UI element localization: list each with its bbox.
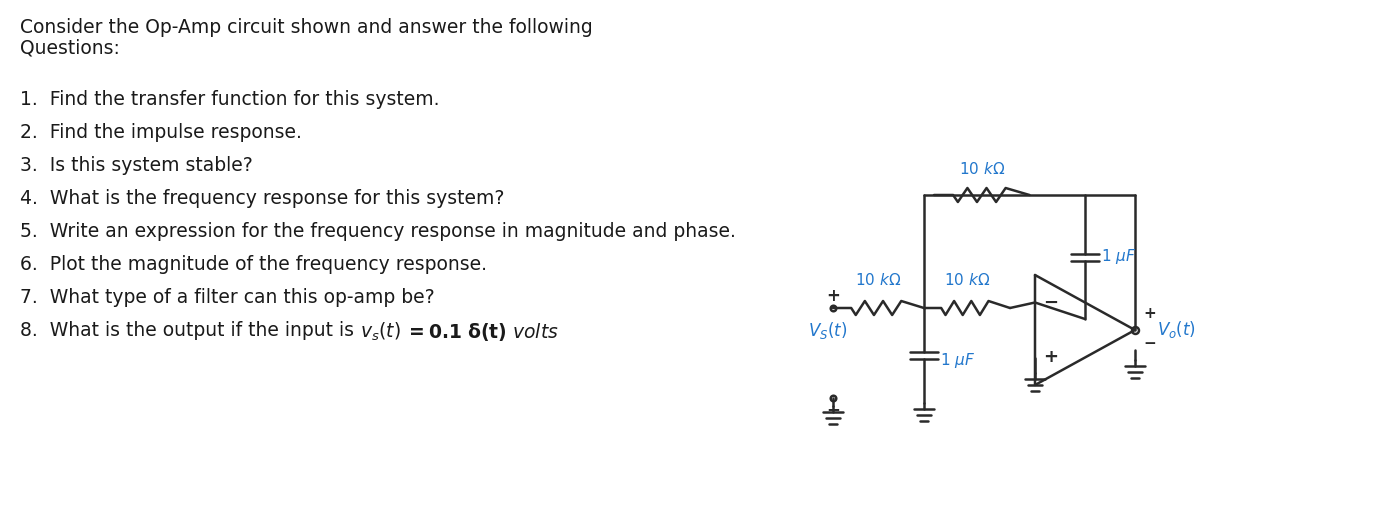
Text: +: + — [1042, 348, 1058, 366]
Text: −: − — [1142, 336, 1156, 351]
Text: Consider the Op-Amp circuit shown and answer the following: Consider the Op-Amp circuit shown and an… — [19, 18, 593, 37]
Text: $1\ \mu F$: $1\ \mu F$ — [940, 351, 976, 370]
Text: 2.  Find the impulse response.: 2. Find the impulse response. — [19, 123, 301, 142]
Text: $V_o(t)$: $V_o(t)$ — [1158, 319, 1196, 341]
Text: +: + — [826, 287, 840, 305]
Text: $v_s(t)$: $v_s(t)$ — [359, 321, 401, 343]
Text: $10\ k\Omega$: $10\ k\Omega$ — [959, 161, 1005, 177]
Text: +: + — [1142, 307, 1156, 321]
Text: 1.  Find the transfer function for this system.: 1. Find the transfer function for this s… — [19, 90, 440, 109]
Text: $10\ k\Omega$: $10\ k\Omega$ — [944, 272, 990, 288]
Text: Questions:: Questions: — [19, 38, 119, 57]
Text: −: − — [826, 400, 840, 418]
Text: −: − — [1042, 294, 1058, 312]
Text: 6.  Plot the magnitude of the frequency response.: 6. Plot the magnitude of the frequency r… — [19, 255, 487, 274]
Text: 7.  What type of a filter can this op-amp be?: 7. What type of a filter can this op-amp… — [19, 288, 434, 307]
Text: 5.  Write an expression for the frequency response in magnitude and phase.: 5. Write an expression for the frequency… — [19, 222, 736, 241]
Text: $V_S(t)$: $V_S(t)$ — [808, 320, 848, 341]
Text: 4.  What is the frequency response for this system?: 4. What is the frequency response for th… — [19, 189, 504, 208]
Text: $\mathbf{= 0.1\ \delta(t)\ \mathit{volts}}$: $\mathbf{= 0.1\ \delta(t)\ \mathit{volts… — [405, 321, 559, 343]
Text: 8.  What is the output if the input is: 8. What is the output if the input is — [19, 321, 359, 340]
Text: $10\ k\Omega$: $10\ k\Omega$ — [855, 272, 902, 288]
Text: 3.  Is this system stable?: 3. Is this system stable? — [19, 156, 253, 175]
Text: $1\ \mu F$: $1\ \mu F$ — [1101, 248, 1137, 266]
